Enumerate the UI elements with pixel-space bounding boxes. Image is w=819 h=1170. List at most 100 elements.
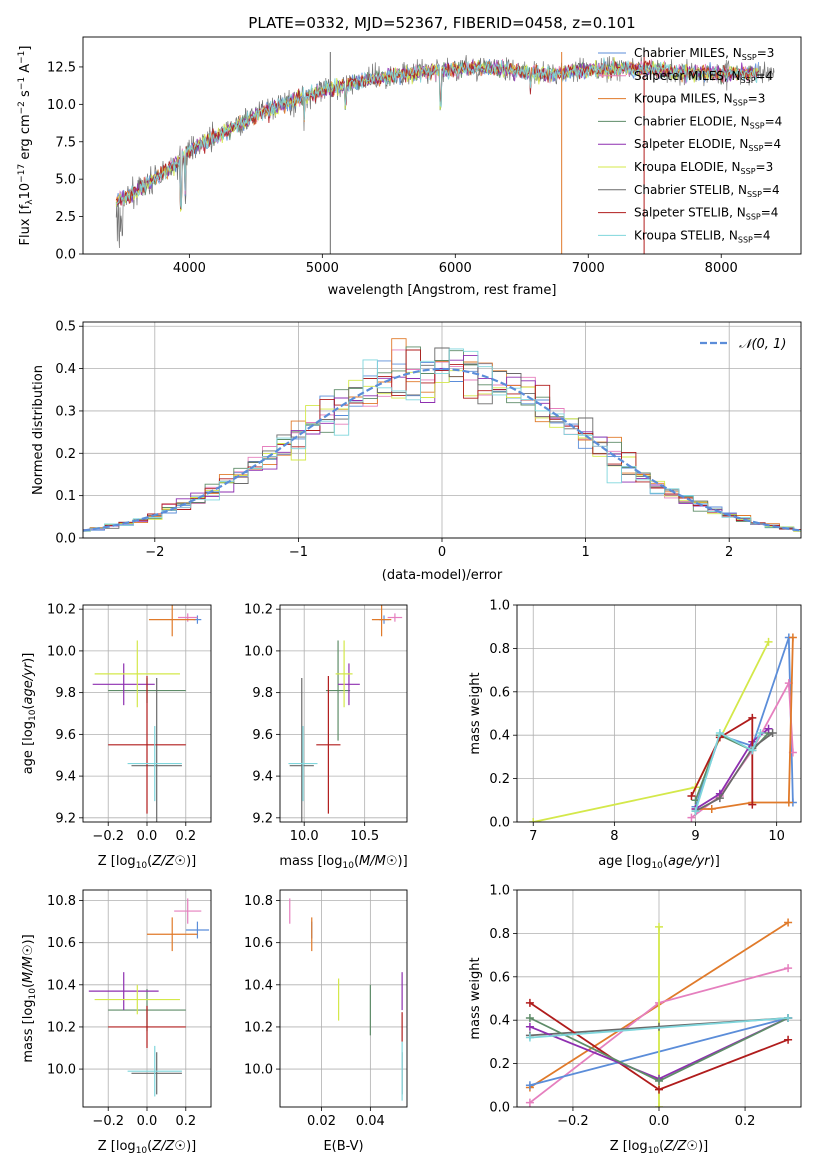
label-part: Z/Z☉ (151, 854, 186, 869)
series-line (529, 1017, 789, 1039)
x-tick-label: 10 (768, 829, 785, 844)
series-marker (687, 813, 696, 822)
label-part: −1 (17, 77, 27, 90)
label-part: −17 (17, 164, 27, 183)
legend-name: Chabrier MILES, N (634, 46, 742, 60)
label-part: 10 (28, 988, 38, 1000)
y-tick-label: 10.8 (244, 894, 273, 909)
legend-label: Kroupa STELIB, NSSP=4 (634, 228, 771, 244)
y-tick-label: 0.6 (489, 685, 510, 700)
plot-area (115, 51, 775, 254)
legend-value: =4 (753, 228, 771, 242)
y-axis-label: Normed distribution (31, 365, 46, 495)
legend-label: 𝒩(0, 1) (739, 337, 786, 352)
label-part: Z/Z☉ (151, 1139, 186, 1154)
series-marker (529, 818, 538, 822)
x-tick-label: −2 (145, 545, 164, 560)
label-part: ] (18, 46, 33, 51)
y-tick-label: 10.2 (244, 603, 273, 618)
legend-label: Chabrier MILES, NSSP=3 (634, 46, 774, 62)
legend-label: Chabrier ELODIE, NSSP=4 (634, 114, 782, 130)
label-part: 10 (136, 1146, 148, 1156)
legend-name: Salpeter STELIB, N (634, 206, 746, 220)
series-line (533, 641, 770, 822)
y-tick-label: 2.5 (55, 210, 76, 225)
legend-sub: SSP (741, 167, 756, 176)
errorbar-point (288, 726, 318, 802)
legend-label: Chabrier STELIB, NSSP=4 (634, 183, 780, 199)
y-tick-label: 0.0 (55, 532, 76, 547)
label-part: M/M☉ (21, 944, 36, 982)
label-part: mass weight (468, 672, 483, 754)
legend-value: =4 (756, 69, 774, 83)
x-tick-label: 6000 (439, 261, 472, 276)
legend-sub: SSP (742, 53, 757, 62)
chart-age_vs_Z: −0.2 0.0 0.29.29.49.69.810.010.2Z [log10(Z… (21, 603, 212, 871)
x-tick-label: −0.2 (92, 1114, 124, 1129)
legend-label: Kroupa MILES, NSSP=3 (634, 92, 765, 108)
plot-area (288, 605, 403, 822)
label-part: )] (710, 854, 720, 869)
axes-frame (279, 604, 408, 823)
plot-area (529, 633, 797, 822)
legend-sub: SSP (738, 235, 753, 244)
y-tick-label: 9.4 (55, 770, 76, 785)
errorbar-point (371, 605, 392, 637)
series-marker (525, 1081, 534, 1090)
label-part: ( (147, 1139, 152, 1154)
axes-frame (82, 889, 212, 1108)
y-axis-label: mass weight (468, 672, 483, 754)
normal-curve (83, 367, 801, 532)
y-tick-label: 10.6 (47, 936, 76, 951)
legend-label: Kroupa ELODIE, NSSP=3 (634, 160, 773, 176)
x-tick-label: 1 (581, 545, 589, 560)
label-part: age [log (598, 854, 651, 869)
chart-mass_vs_Z: −0.2 0.0 0.210.010.210.410.610.8Z [log10(Z… (21, 889, 212, 1156)
plot-area (88, 898, 210, 1097)
label-part: Z [log (98, 854, 136, 869)
spectrum-line (115, 57, 759, 209)
x-axis-label: Z [log10(Z/Z☉)] (610, 1139, 708, 1156)
label-part: 10 (648, 1146, 660, 1156)
label-part: 10 (343, 861, 355, 871)
x-axis-label: wavelength [Angstrom, rest frame] (328, 283, 557, 298)
series-marker (715, 794, 724, 803)
label-part: ( (147, 854, 152, 869)
errorbar-point (148, 605, 196, 637)
series-line (690, 679, 794, 819)
x-axis-label: Z [log10(Z/Z☉)] (98, 854, 196, 871)
series-marker (784, 1014, 793, 1023)
chart-spectrum: 4000 5000 6000 7000 8000 0.0 2.5 5.0 7.5 10.0 12.5… (17, 36, 802, 298)
y-tick-label: 1.0 (489, 599, 510, 614)
label-part: mass weight (468, 957, 483, 1039)
series-line (695, 732, 774, 812)
label-part: Z [log (98, 1139, 136, 1154)
errorbar-point (335, 640, 353, 708)
plot-area (289, 898, 403, 1101)
legend-value: =3 (757, 46, 775, 60)
label-part: 10 (28, 709, 38, 721)
y-tick-label: 0.1 (55, 489, 76, 504)
label-part: 10 (651, 861, 663, 871)
axes-frame (516, 889, 802, 1108)
label-part: mass [log (279, 854, 342, 869)
figure-title: PLATE=0332, MJD=52367, FIBERID=0458, z=0… (248, 14, 635, 32)
y-tick-label: 9.8 (55, 686, 76, 701)
x-tick-label: 10.0 (290, 829, 319, 844)
chart-residual_hist: −2 −1 0 1 2 0.0 0.1 0.2 0.3 0.4 0.5 (data-model)/er… (31, 320, 802, 583)
x-axis-label: E(B-V) (323, 1139, 363, 1154)
y-tick-label: 0.2 (55, 447, 76, 462)
series-marker (525, 1033, 534, 1042)
legend-name: Kroupa ELODIE, N (634, 160, 741, 174)
x-tick-label: 8000 (705, 261, 738, 276)
y-tick-label: 10.0 (244, 1063, 273, 1078)
plot-area (92, 605, 202, 822)
chart-age_vs_mass: 10.0 10.5 9.2 9.4 9.6 9.8 10.0 10.2 mass [log10(… (244, 603, 408, 871)
series-marker (525, 1014, 534, 1023)
legend-name: Chabrier STELIB, N (634, 183, 747, 197)
label-part: Normed distribution (31, 365, 46, 495)
y-tick-label: 12.5 (47, 60, 76, 75)
legend-value: =3 (748, 92, 766, 106)
y-tick-label: 5.0 (55, 173, 76, 188)
